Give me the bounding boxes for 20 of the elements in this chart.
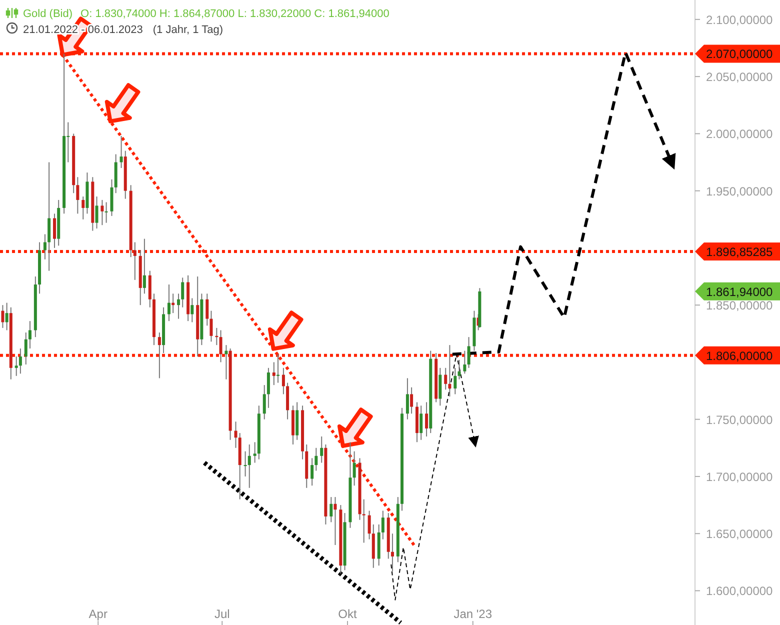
y-tick-label: 2.050,00000: [706, 70, 774, 84]
y-tick-label: 1.650,00000: [706, 527, 774, 542]
text: 1.861,94000: [706, 284, 774, 299]
y-tick-label: 1.600,00000: [706, 584, 774, 598]
y-tick-label: 2.000,00000: [706, 127, 774, 142]
ref-line-label: 1.806,00000: [706, 348, 774, 363]
ref-line-label: 1.896,85285: [706, 245, 774, 260]
text: Gold (Bid): [23, 8, 73, 20]
y-tick-label: 2.100,00000: [706, 12, 774, 27]
y-tick-label: 1.950,00000: [706, 184, 774, 198]
x-tick-label: Jul: [214, 607, 230, 621]
x-tick-label: Jan '23: [454, 607, 492, 621]
x-tick-label: Okt: [338, 607, 358, 621]
y-tick-label: 1.850,00000: [706, 298, 774, 313]
annotation: (1 Jahr, 1 Tag): [152, 24, 224, 36]
ref-line-label: 2.070,00000: [706, 47, 774, 62]
text: O: 1.830,74000 H: 1.864,87000 L: 1.830,22000 C: 1.861,94000: [80, 8, 390, 20]
y-tick-label: 1.700,00000: [706, 470, 774, 484]
x-tick-label: Apr: [88, 607, 108, 621]
y-tick-label: 1.750,00000: [706, 412, 774, 427]
